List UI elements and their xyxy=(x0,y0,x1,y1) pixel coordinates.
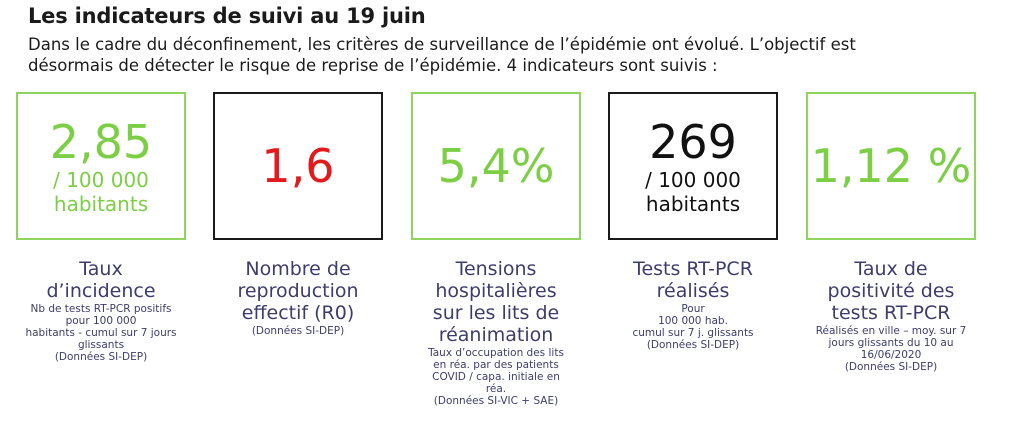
note-line: Réalisés en ville – moy. sur 7 xyxy=(815,325,967,337)
indicator-unit: / 100 000 xyxy=(53,168,149,192)
indicator-value: 269 xyxy=(649,115,737,169)
indicator-label-tests: Tests RT-PCR réalisés Pour 100 000 hab. … xyxy=(593,258,793,351)
page-title: Les indicateurs de suivi au 19 juin xyxy=(28,4,426,28)
note-line: (Données SI-DEP) xyxy=(251,325,345,337)
note-line: pour 100 000 xyxy=(65,315,137,327)
indicator-label-hospital: Tensions hospitalières sur les lits de r… xyxy=(396,258,596,407)
indicator-title: Tensions xyxy=(455,258,537,280)
indicator-note: (Données SI-DEP) xyxy=(198,325,398,337)
indicator-title: Taux de xyxy=(854,258,928,280)
note-line: COVID / capa. initiale en xyxy=(432,371,560,383)
note-line: glissants xyxy=(77,339,125,351)
note-line: 16/06/2020 xyxy=(860,349,922,361)
intro-text: Dans le cadre du déconfinement, les crit… xyxy=(28,34,1008,76)
indicator-card-positivity: 1,12 % xyxy=(806,92,976,240)
note-line: (Données SI-DEP) xyxy=(54,351,148,363)
indicator-note: Pour 100 000 hab. cumul sur 7 j. glissan… xyxy=(593,303,793,351)
indicator-unit: habitants xyxy=(53,192,149,216)
note-line: réa. xyxy=(485,383,507,395)
indicator-title: sur les lits de xyxy=(432,302,560,324)
note-line: Taux d’occupation des lits xyxy=(428,347,564,359)
indicator-value: 1,12 % xyxy=(810,139,972,193)
indicator-title: Tests RT-PCR xyxy=(633,258,753,280)
indicator-title: Taux xyxy=(79,258,123,280)
note-line: (Données SI-VIC + SAE) xyxy=(433,395,559,407)
indicator-label-reproduction: Nombre de reproduction effectif (R0) (Do… xyxy=(198,258,398,337)
indicator-value: 1,6 xyxy=(261,139,335,193)
indicator-unit: habitants xyxy=(645,192,741,216)
note-line: (Données SI-DEP) xyxy=(844,361,938,373)
indicator-title: réanimation xyxy=(438,324,554,346)
indicator-note: Taux d’occupation des lits en réa. par d… xyxy=(396,347,596,407)
indicator-card-reproduction: 1,6 xyxy=(213,92,383,240)
intro-line-2: désormais de détecter le risque de repri… xyxy=(28,56,718,75)
indicator-label-positivity: Taux de positivité des tests RT-PCR Réal… xyxy=(791,258,991,373)
indicator-title: effectif (R0) xyxy=(241,302,355,324)
indicator-value: 5,4% xyxy=(437,139,555,193)
note-line: habitants - cumul sur 7 jours xyxy=(25,327,177,339)
indicator-title: reproduction xyxy=(237,280,359,302)
indicator-note: Réalisés en ville – moy. sur 7 jours gli… xyxy=(791,325,991,373)
intro-line-1: Dans le cadre du déconfinement, les crit… xyxy=(28,35,856,54)
indicator-card-tests: 269 / 100 000 habitants xyxy=(608,92,778,240)
note-line: 100 000 hab. xyxy=(658,315,728,327)
indicator-title: positivité des xyxy=(827,280,955,302)
indicator-card-incidence: 2,85 / 100 000 habitants xyxy=(16,92,186,240)
indicator-label-incidence: Taux d’incidence Nb de tests RT-PCR posi… xyxy=(1,258,201,363)
indicator-title: hospitalières xyxy=(435,280,557,302)
note-line: jours glissants du 10 au xyxy=(828,337,954,349)
indicator-title: d’incidence xyxy=(46,280,156,302)
indicator-title: Nombre de xyxy=(245,258,351,280)
note-line: en réa. par des patients xyxy=(433,359,559,371)
indicator-note: Nb de tests RT-PCR positifs pour 100 000… xyxy=(1,303,201,363)
indicator-title: réalisés xyxy=(656,280,730,302)
note-line: Nb de tests RT-PCR positifs xyxy=(30,303,172,315)
indicator-card-hospital: 5,4% xyxy=(411,92,581,240)
note-line: cumul sur 7 j. glissants xyxy=(632,327,754,339)
indicator-unit: / 100 000 xyxy=(645,168,741,192)
indicator-value: 2,85 xyxy=(49,115,153,169)
indicator-title: tests RT-PCR xyxy=(831,302,951,324)
note-line: (Données SI-DEP) xyxy=(646,339,740,351)
note-line: Pour xyxy=(681,303,705,315)
